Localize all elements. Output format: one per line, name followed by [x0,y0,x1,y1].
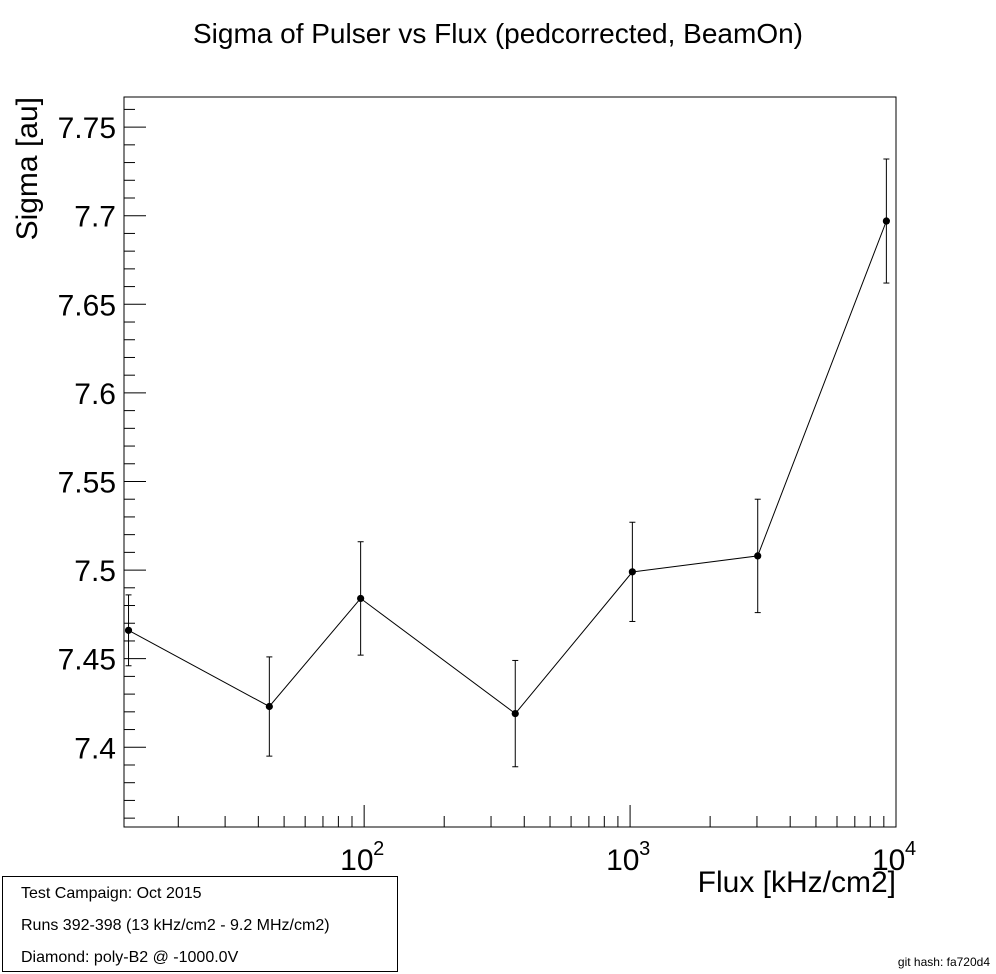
y-tick-label: 7.75 [58,112,116,145]
x-tick-labels: 10 2 10 3 10 4 [340,838,916,877]
x-axis-title: Flux [kHz/cm2] [698,866,896,899]
plot-frame [123,96,897,828]
info-diamond: Diamond: poly-B2 @ -1000.0V [21,949,239,966]
data-point [754,552,762,560]
info-box: Test Campaign: Oct 2015 Runs 392-398 (13… [2,876,398,972]
error-bars [125,158,890,768]
y-tick-label: 7.45 [58,644,116,677]
data-point [511,710,519,718]
axis-ticks [124,108,897,827]
x-tick-label: 10 2 [340,838,384,877]
x-tick-label-base: 10 [606,844,639,877]
x-tick-label-base: 10 [872,844,905,877]
series-line [128,220,887,715]
y-tick-labels: 7.4 7.45 7.5 7.55 7.6 7.65 7.7 7.75 [58,112,116,765]
data-point [265,702,273,711]
y-tick-label: 7.7 [74,201,116,234]
x-tick-label: 10 3 [606,838,650,877]
y-axis-title: Sigma [au] [11,97,44,240]
x-tick-label-exponent: 3 [639,838,650,860]
y-tick-label: 7.5 [74,555,116,588]
y-tick-label: 7.4 [74,732,116,765]
x-tick-label-base: 10 [340,844,373,877]
data-point [357,594,365,603]
x-tick-label-exponent: 4 [905,838,916,860]
x-tick-label: 10 4 [872,838,916,877]
chart-title: Sigma of Pulser vs Flux (pedcorrected, B… [193,18,803,49]
y-tick-label: 7.55 [58,466,116,499]
y-tick-label: 7.6 [74,378,116,411]
git-hash: git hash: fa720d4 [897,955,990,969]
data-point [124,626,133,634]
x-tick-label-exponent: 2 [373,838,384,860]
data-points [124,217,890,718]
data-point [882,217,890,225]
data-point [628,568,636,576]
y-tick-label: 7.65 [58,289,116,322]
info-campaign: Test Campaign: Oct 2015 [21,885,202,902]
info-runs: Runs 392-398 (13 kHz/cm2 - 9.2 MHz/cm2) [21,917,330,934]
